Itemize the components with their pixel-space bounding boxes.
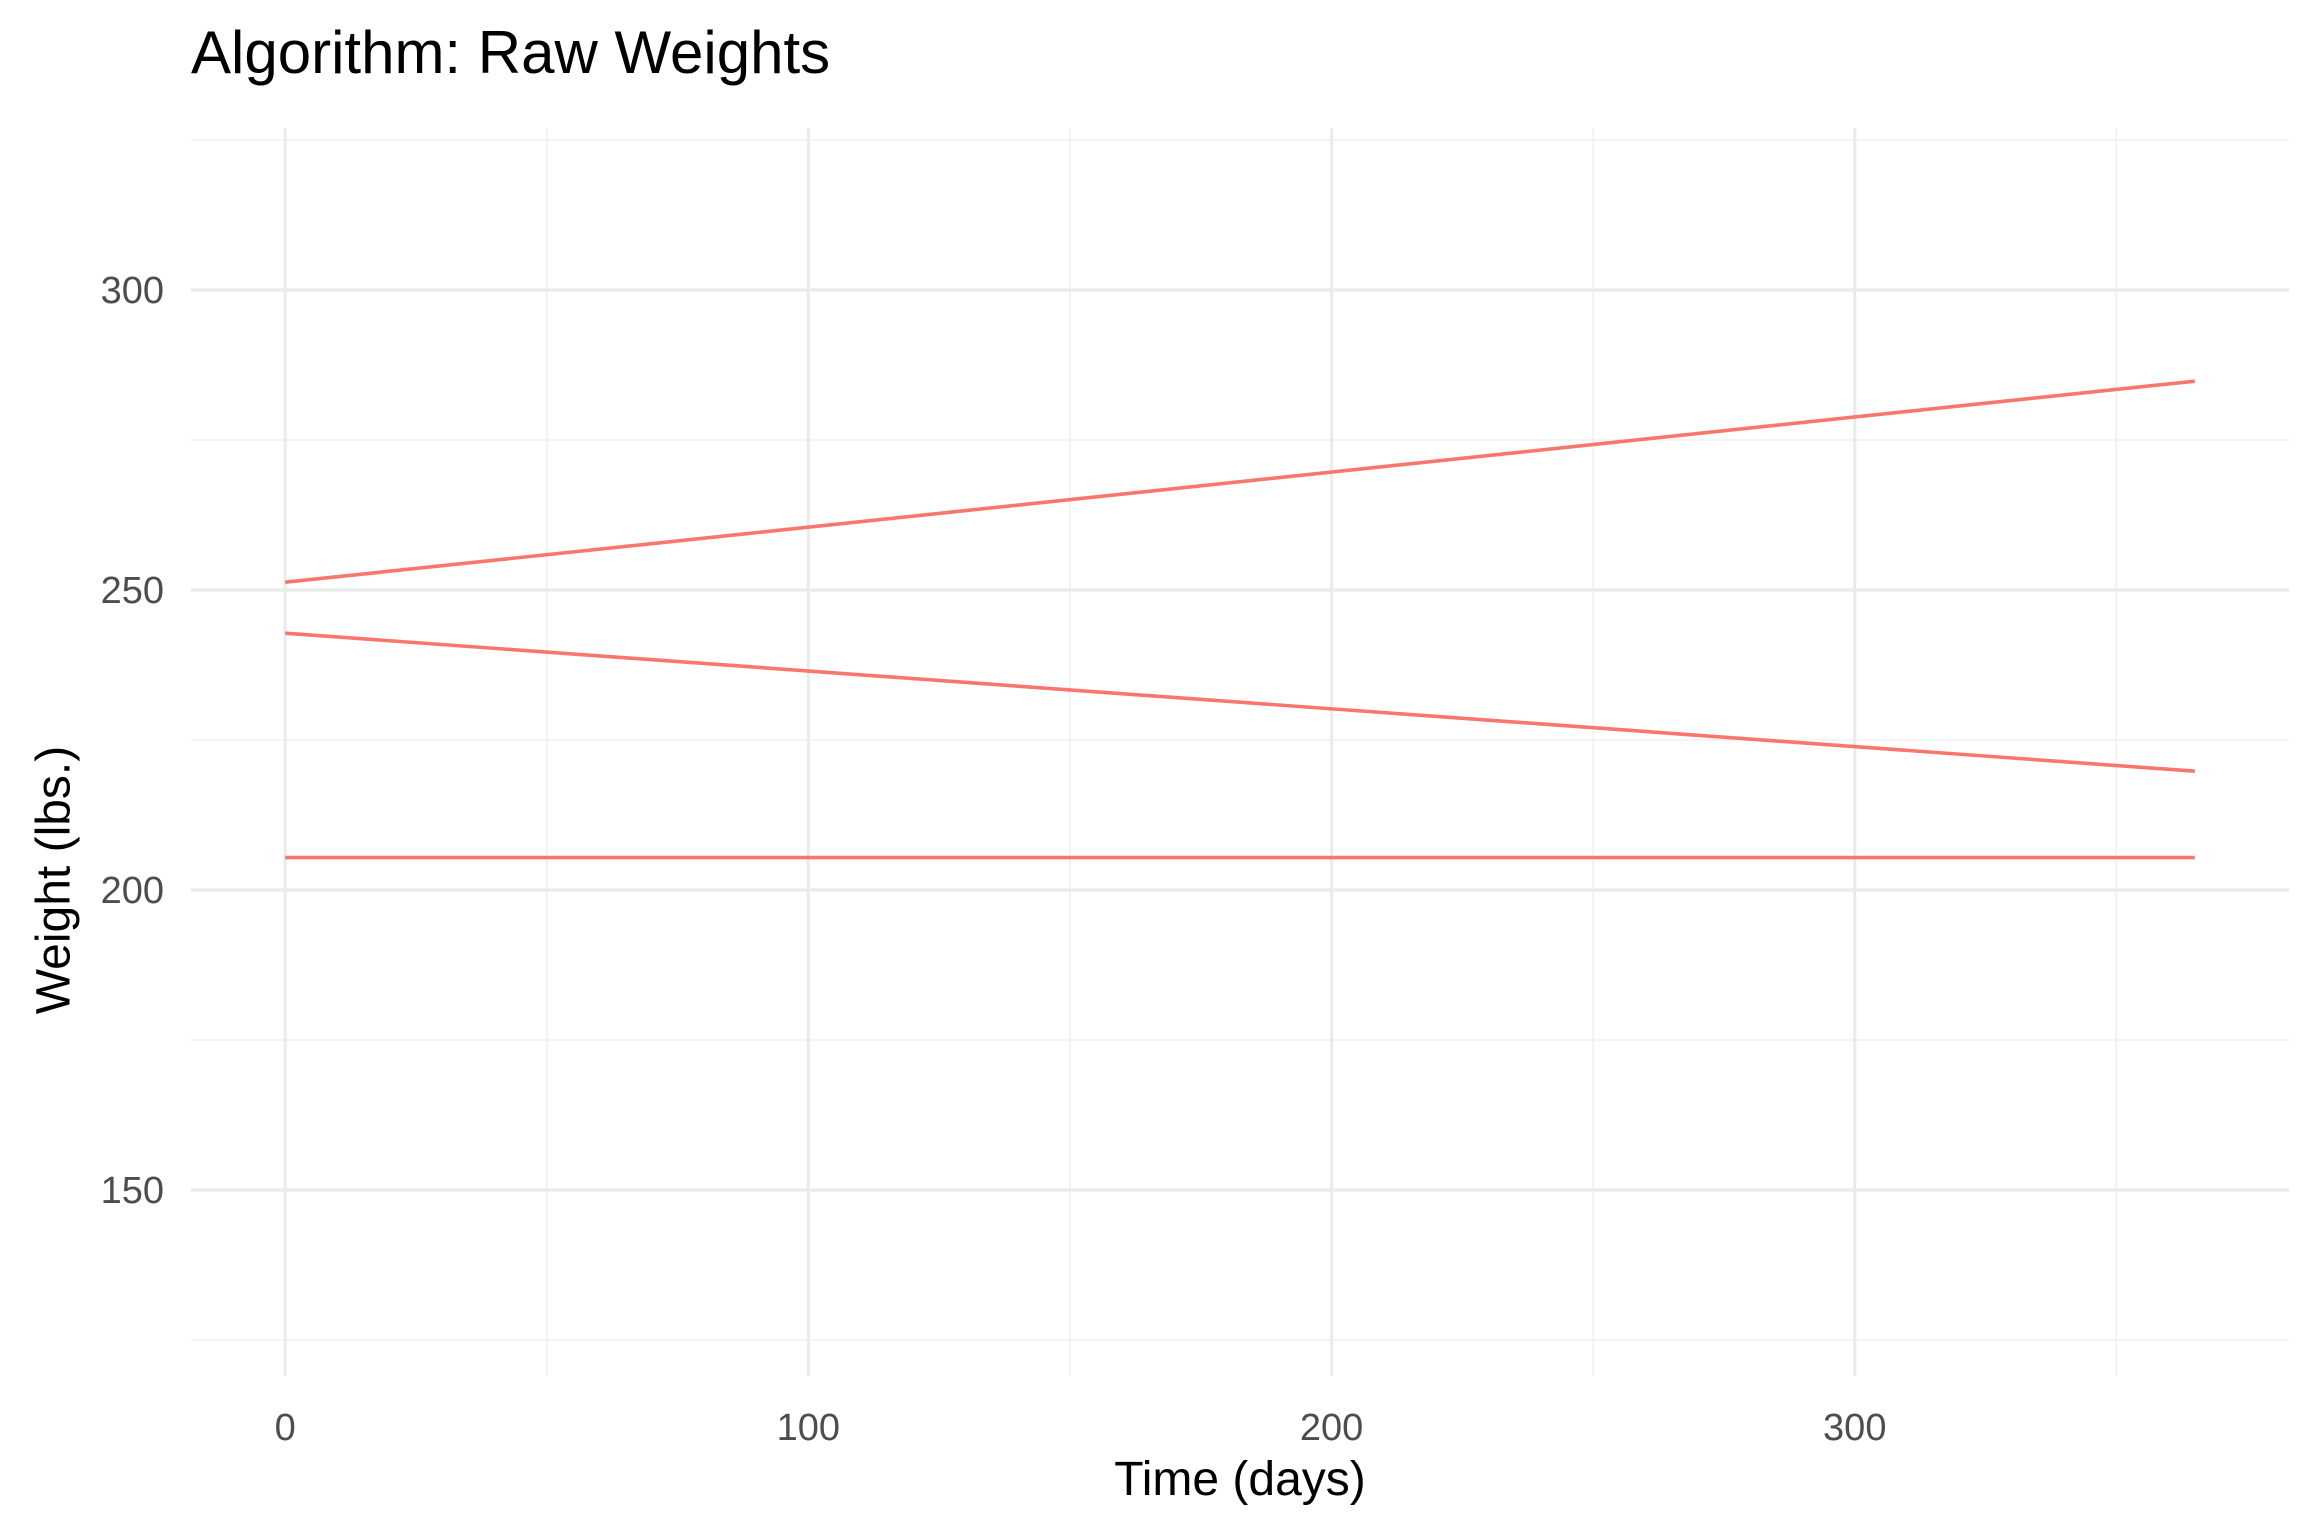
x-axis-label: Time (days) (1114, 1453, 1366, 1506)
x-tick-label: 300 (1823, 1407, 1886, 1449)
x-tick-label: 100 (777, 1407, 840, 1449)
y-tick-label: 150 (101, 1170, 164, 1212)
y-tick-label: 250 (101, 570, 164, 612)
minor-gridlines (191, 128, 2289, 1376)
y-axis-label: Weight (lbs.) (27, 745, 81, 1015)
x-tick-label: 200 (1300, 1407, 1363, 1449)
y-tick-label: 300 (101, 270, 164, 312)
series-lines (285, 379, 2195, 860)
chart-title: Algorithm: Raw Weights (191, 19, 831, 86)
x-tick-label: 0 (275, 1407, 296, 1449)
series-line-2 (285, 631, 2195, 773)
y-tick-label: 200 (101, 870, 164, 912)
x-axis-ticks: 0 100 200 300 (275, 1407, 1887, 1449)
series-line-1 (285, 379, 2195, 584)
y-axis-ticks: 150 200 250 300 (101, 270, 164, 1212)
major-gridlines (191, 128, 2289, 1376)
